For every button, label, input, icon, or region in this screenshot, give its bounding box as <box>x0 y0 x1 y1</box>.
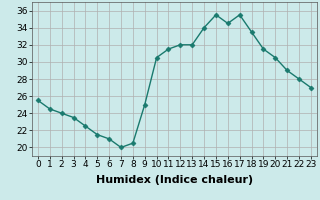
X-axis label: Humidex (Indice chaleur): Humidex (Indice chaleur) <box>96 175 253 185</box>
